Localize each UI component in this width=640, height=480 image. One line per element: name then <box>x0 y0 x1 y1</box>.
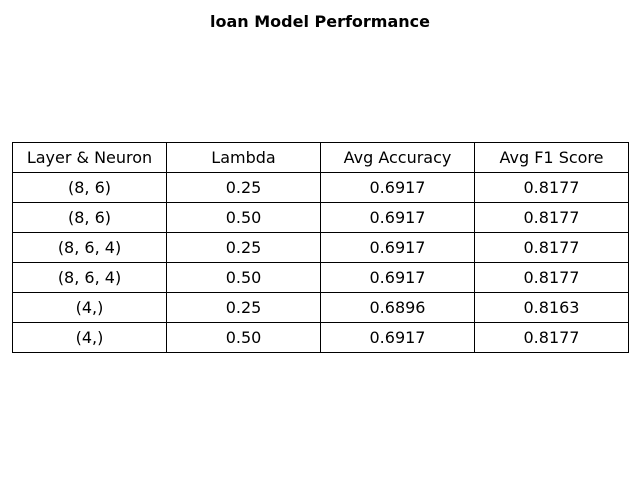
cell-avg-f1-score: 0.8177 <box>474 172 629 203</box>
table-row: (8, 6) 0.50 0.6917 0.8177 <box>12 202 629 233</box>
header-layer-neuron: Layer & Neuron <box>12 142 167 173</box>
table-header: Layer & Neuron Lambda Avg Accuracy Avg F… <box>12 142 629 173</box>
chart-title: loan Model Performance <box>209 12 430 31</box>
cell-avg-accuracy: 0.6917 <box>320 172 475 203</box>
cell-avg-accuracy: 0.6896 <box>320 292 475 323</box>
cell-avg-f1-score: 0.8177 <box>474 202 629 233</box>
cell-avg-accuracy: 0.6917 <box>320 322 475 353</box>
cell-layer-neuron: (4,) <box>12 322 167 353</box>
cell-avg-accuracy: 0.6917 <box>320 232 475 263</box>
header-avg-accuracy: Avg Accuracy <box>320 142 475 173</box>
cell-lambda: 0.25 <box>166 292 321 323</box>
cell-lambda: 0.25 <box>166 232 321 263</box>
cell-avg-accuracy: 0.6917 <box>320 262 475 293</box>
table-row: (4,) 0.50 0.6917 0.8177 <box>12 322 629 353</box>
cell-layer-neuron: (8, 6) <box>12 172 167 203</box>
cell-lambda: 0.50 <box>166 322 321 353</box>
cell-layer-neuron: (8, 6) <box>12 202 167 233</box>
table-row: (8, 6) 0.25 0.6917 0.8177 <box>12 172 629 203</box>
cell-lambda: 0.50 <box>166 202 321 233</box>
table-body: (8, 6) 0.25 0.6917 0.8177 (8, 6) 0.50 0.… <box>12 172 629 353</box>
cell-layer-neuron: (4,) <box>12 292 167 323</box>
cell-avg-f1-score: 0.8177 <box>474 262 629 293</box>
cell-layer-neuron: (8, 6, 4) <box>12 262 167 293</box>
table-row: (8, 6, 4) 0.25 0.6917 0.8177 <box>12 232 629 263</box>
table-row: (4,) 0.25 0.6896 0.8163 <box>12 292 629 323</box>
cell-avg-accuracy: 0.6917 <box>320 202 475 233</box>
header-avg-f1-score: Avg F1 Score <box>474 142 629 173</box>
results-table: Layer & Neuron Lambda Avg Accuracy Avg F… <box>12 142 629 353</box>
table-row: (8, 6, 4) 0.50 0.6917 0.8177 <box>12 262 629 293</box>
cell-avg-f1-score: 0.8177 <box>474 232 629 263</box>
cell-avg-f1-score: 0.8177 <box>474 322 629 353</box>
cell-lambda: 0.25 <box>166 172 321 203</box>
header-row: Layer & Neuron Lambda Avg Accuracy Avg F… <box>12 142 629 173</box>
cell-layer-neuron: (8, 6, 4) <box>12 232 167 263</box>
header-lambda: Lambda <box>166 142 321 173</box>
cell-lambda: 0.50 <box>166 262 321 293</box>
cell-avg-f1-score: 0.8163 <box>474 292 629 323</box>
